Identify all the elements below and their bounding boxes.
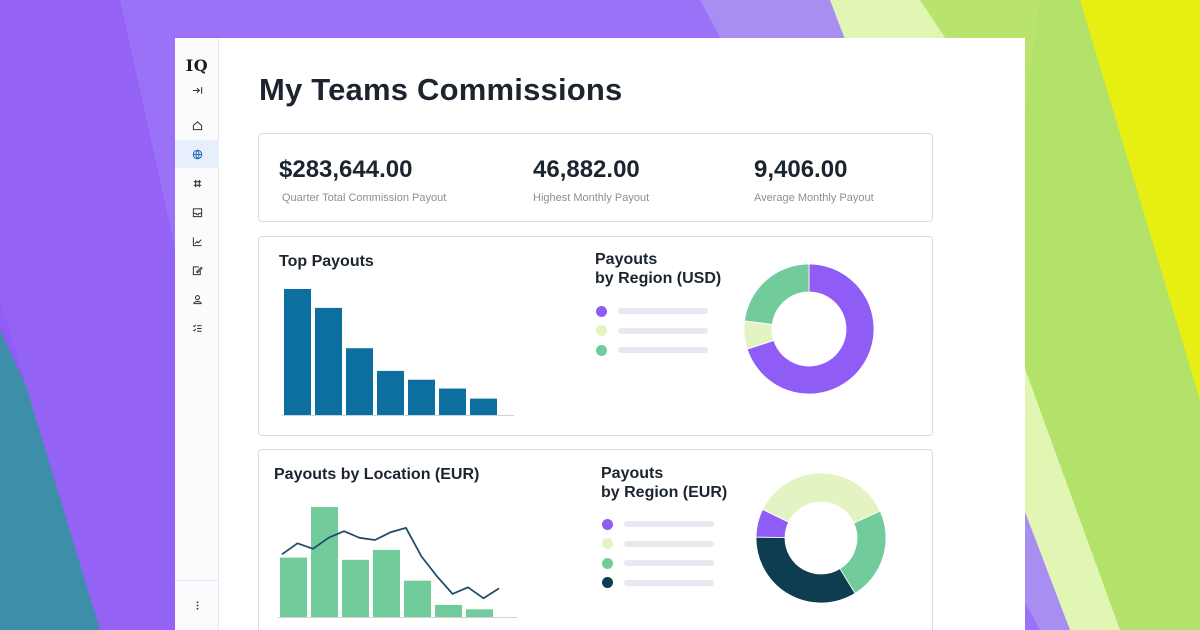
chart-icon[interactable]	[175, 227, 219, 255]
legend-swatch	[596, 325, 607, 336]
legend-label-placeholder	[618, 347, 708, 353]
legend-label-placeholder	[624, 579, 714, 586]
sidebar: IQ	[175, 38, 219, 630]
bar	[315, 307, 342, 415]
title-line: Payouts	[601, 465, 664, 482]
legend-item	[602, 577, 714, 589]
legend-item	[596, 305, 708, 317]
donut-slice	[755, 508, 790, 538]
bar	[439, 388, 466, 415]
title-line: Payouts	[595, 251, 658, 268]
checklist-icon[interactable]	[175, 314, 219, 342]
top-payouts-title: Top Payouts	[279, 253, 374, 270]
stats-card: $283,644.00 Quarter Total Commission Pay…	[258, 133, 933, 222]
legend-label-placeholder	[624, 560, 714, 566]
legend-swatch	[602, 518, 613, 530]
stat-label: Highest Monthly Payout	[533, 192, 650, 204]
globe-icon[interactable]	[175, 140, 219, 168]
bar	[404, 580, 431, 617]
location-eur-chart	[278, 507, 517, 618]
main-content: My Teams Commissions $283,644.00 Quarter…	[219, 38, 1025, 630]
stat-label: Average Monthly Payout	[754, 192, 874, 204]
app-logo[interactable]: IQ	[185, 56, 209, 75]
donut-slice	[755, 536, 856, 604]
bar	[346, 348, 373, 415]
legend-label-placeholder	[618, 327, 708, 334]
bar	[377, 370, 404, 415]
bar	[470, 398, 497, 415]
title-line: by Region (EUR)	[601, 484, 728, 501]
bar	[435, 604, 462, 617]
legend-swatch	[596, 344, 607, 356]
bar	[311, 507, 338, 617]
region-eur-title: Payouts by Region (EUR)	[601, 464, 727, 502]
stat-average-monthly: 9,406.00 Average Monthly Payout	[754, 156, 874, 204]
legend-swatch	[602, 538, 613, 549]
user-icon[interactable]	[175, 285, 219, 313]
legend-label-placeholder	[618, 308, 708, 314]
bar	[284, 289, 311, 415]
legend-item	[602, 538, 714, 550]
page-title: My Teams Commissions	[259, 72, 623, 107]
legend-item	[596, 325, 708, 337]
legend-swatch	[602, 577, 613, 588]
legend-label-placeholder	[624, 540, 714, 547]
top-payouts-chart	[282, 289, 514, 416]
bar	[342, 559, 369, 617]
legend-item	[602, 557, 714, 569]
donut-slice	[744, 263, 810, 325]
payouts-card-usd: Top Payouts Payouts by Region (USD)	[258, 236, 933, 436]
sidebar-divider	[175, 580, 219, 581]
bar	[280, 557, 307, 617]
edit-icon[interactable]	[175, 256, 219, 284]
stat-value: $283,644.00	[279, 156, 413, 183]
stat-highest-monthly: 46,882.00 Highest Monthly Payout	[533, 156, 649, 204]
home-icon[interactable]	[175, 111, 219, 139]
grid-icon[interactable]	[175, 169, 219, 197]
trend-line	[281, 526, 500, 600]
location-eur-title: Payouts by Location (EUR)	[274, 466, 480, 483]
app-window: IQ My Tea	[175, 38, 1025, 630]
title-line: by Region (USD)	[595, 270, 722, 287]
donut-slice	[762, 472, 881, 524]
legend-item	[596, 344, 708, 356]
donut-slice	[746, 263, 875, 395]
more-icon[interactable]	[175, 591, 219, 619]
legend-swatch	[596, 305, 607, 317]
payouts-card-eur: Payouts by Location (EUR) Payouts by Reg…	[258, 449, 933, 630]
bar	[373, 549, 400, 617]
bar	[408, 379, 435, 415]
stat-value: 9,406.00	[754, 156, 848, 183]
stat-label: Quarter Total Commission Payout	[282, 192, 447, 204]
legend-swatch	[602, 557, 613, 569]
stat-quarter-total: $283,644.00 Quarter Total Commission Pay…	[279, 156, 446, 204]
legend-item	[602, 518, 714, 530]
inbox-icon[interactable]	[175, 198, 219, 226]
region-usd-title: Payouts by Region (USD)	[595, 250, 721, 288]
legend-label-placeholder	[624, 521, 714, 527]
bar	[466, 609, 493, 617]
expand-icon[interactable]	[175, 76, 219, 104]
region-usd-donut	[743, 263, 875, 395]
stat-value: 46,882.00	[533, 156, 640, 183]
region-eur-donut	[755, 472, 887, 604]
